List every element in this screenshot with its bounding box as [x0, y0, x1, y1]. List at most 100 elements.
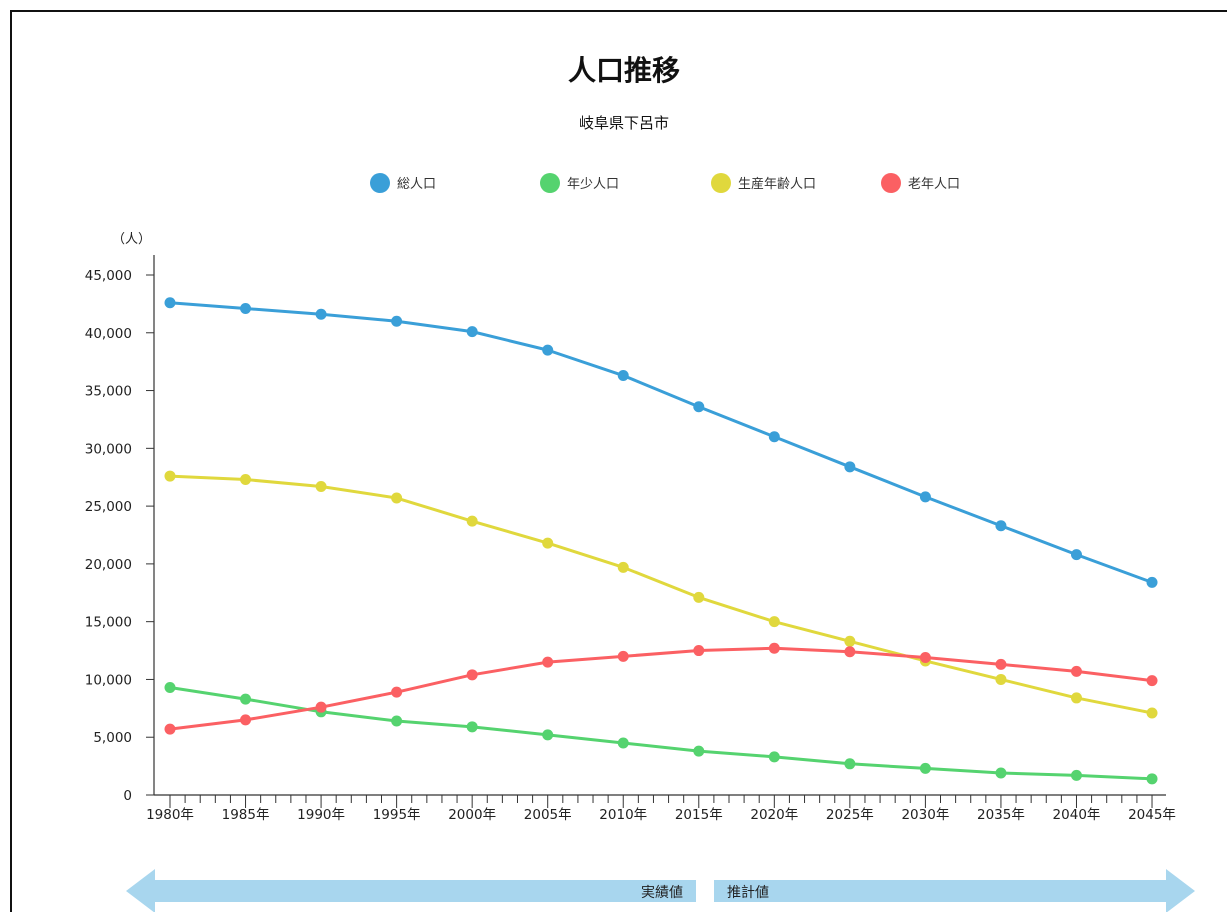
- data-point[interactable]: [315, 480, 327, 492]
- series-layer: [164, 297, 1158, 785]
- y-tick-label: 45,000: [85, 268, 132, 284]
- legend-label: 年少人口: [567, 177, 619, 192]
- series-line: [169, 474, 1153, 715]
- x-tick-label: 2015年: [675, 807, 723, 823]
- data-point[interactable]: [542, 656, 554, 668]
- x-tick-label: 2010年: [599, 807, 647, 823]
- legend: 総人口 年少人口 生産年齢人口 老年人口: [370, 173, 960, 193]
- data-point[interactable]: [768, 431, 780, 443]
- data-point[interactable]: [466, 326, 478, 338]
- data-point[interactable]: [844, 461, 856, 473]
- data-point[interactable]: [391, 715, 403, 727]
- data-point[interactable]: [919, 651, 931, 663]
- data-point[interactable]: [240, 693, 252, 705]
- y-tick-label: 20,000: [85, 557, 132, 573]
- legend-label: 老年人口: [908, 177, 960, 192]
- data-point[interactable]: [617, 737, 629, 749]
- y-axis-unit-label: （人）: [112, 232, 151, 247]
- data-point[interactable]: [617, 370, 629, 382]
- y-tick-label: 35,000: [85, 384, 132, 400]
- data-point[interactable]: [391, 686, 403, 698]
- forecast-period-label: 推計値: [727, 885, 769, 901]
- data-point[interactable]: [1146, 675, 1158, 687]
- data-point[interactable]: [240, 474, 252, 486]
- axes: 0 5,000 10,000 15,000 20,000 25,000 30,000 35,0…: [85, 255, 1176, 823]
- data-point[interactable]: [768, 642, 780, 654]
- chart-title: 人口推移: [568, 54, 680, 87]
- legend-marker: [370, 173, 390, 193]
- y-tick-label: 5,000: [93, 730, 132, 746]
- data-point[interactable]: [844, 635, 856, 647]
- y-tick-label: 25,000: [85, 499, 132, 515]
- data-point[interactable]: [1070, 549, 1082, 561]
- series-line: [169, 686, 1153, 781]
- data-point[interactable]: [164, 470, 176, 482]
- data-point[interactable]: [542, 344, 554, 356]
- x-tick-label: 2005年: [524, 807, 572, 823]
- data-point[interactable]: [1070, 665, 1082, 677]
- data-point[interactable]: [164, 682, 176, 694]
- data-point[interactable]: [315, 701, 327, 713]
- legend-marker: [881, 173, 901, 193]
- data-point[interactable]: [315, 308, 327, 320]
- legend-marker: [540, 173, 560, 193]
- data-point[interactable]: [919, 491, 931, 503]
- data-point[interactable]: [164, 297, 176, 309]
- data-point[interactable]: [693, 745, 705, 757]
- data-point[interactable]: [164, 723, 176, 735]
- data-point[interactable]: [1146, 773, 1158, 785]
- data-point[interactable]: [693, 645, 705, 657]
- x-tick-label: 1980年: [146, 807, 194, 823]
- x-tick-label: 2000年: [448, 807, 496, 823]
- chart-subtitle: 岐阜県下呂市: [579, 114, 669, 132]
- x-tick-label: 1990年: [297, 807, 345, 823]
- data-point[interactable]: [768, 616, 780, 628]
- data-point[interactable]: [240, 714, 252, 726]
- data-point[interactable]: [1070, 692, 1082, 704]
- data-point[interactable]: [466, 721, 478, 733]
- data-point[interactable]: [542, 729, 554, 741]
- x-tick-label: 2045年: [1128, 807, 1176, 823]
- series-line: [169, 301, 1153, 584]
- data-point[interactable]: [542, 537, 554, 549]
- forecast-period-arrow: [714, 869, 1195, 912]
- data-point[interactable]: [995, 658, 1007, 670]
- data-point[interactable]: [995, 673, 1007, 685]
- chart-frame: [10, 10, 1227, 912]
- x-tick-label: 2020年: [750, 807, 798, 823]
- series-生産年齢人口: [164, 470, 1158, 719]
- actual-period-label: 実績値: [641, 885, 683, 901]
- series-line: [169, 646, 1153, 731]
- data-point[interactable]: [995, 520, 1007, 532]
- actual-period-arrow: [126, 869, 696, 912]
- y-tick-label: 0: [123, 788, 132, 804]
- data-point[interactable]: [693, 591, 705, 603]
- series-総人口: [164, 297, 1158, 588]
- data-point[interactable]: [466, 515, 478, 527]
- data-point[interactable]: [995, 767, 1007, 779]
- data-point[interactable]: [844, 646, 856, 658]
- data-point[interactable]: [617, 561, 629, 573]
- legend-label: 生産年齢人口: [738, 176, 816, 192]
- data-point[interactable]: [768, 751, 780, 763]
- data-point[interactable]: [391, 315, 403, 327]
- y-tick-label: 10,000: [85, 672, 132, 688]
- data-point[interactable]: [844, 758, 856, 770]
- y-tick-label: 15,000: [85, 615, 132, 631]
- data-point[interactable]: [240, 303, 252, 315]
- x-tick-label: 2040年: [1053, 807, 1101, 823]
- data-point[interactable]: [693, 401, 705, 413]
- x-tick-label: 2030年: [901, 807, 949, 823]
- x-tick-label: 2035年: [977, 807, 1025, 823]
- data-point[interactable]: [1070, 769, 1082, 781]
- data-point[interactable]: [919, 762, 931, 774]
- data-point[interactable]: [1146, 707, 1158, 719]
- data-point[interactable]: [466, 669, 478, 681]
- x-tick-label: 2025年: [826, 807, 874, 823]
- data-point[interactable]: [617, 650, 629, 662]
- y-tick-label: 30,000: [85, 441, 132, 457]
- data-point[interactable]: [391, 492, 403, 504]
- data-point[interactable]: [1146, 576, 1158, 588]
- legend-label: 総人口: [397, 177, 436, 192]
